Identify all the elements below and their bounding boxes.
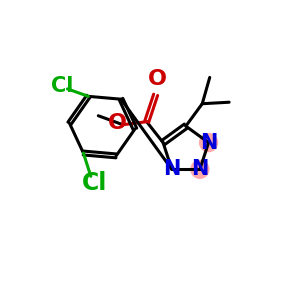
Circle shape xyxy=(191,160,209,178)
Circle shape xyxy=(200,134,217,152)
Text: O: O xyxy=(108,113,127,133)
Text: N: N xyxy=(163,159,181,179)
Text: O: O xyxy=(148,70,166,89)
Text: N: N xyxy=(200,133,217,153)
Text: N: N xyxy=(191,159,208,179)
Text: Cl: Cl xyxy=(51,76,73,97)
Text: Cl: Cl xyxy=(82,171,107,195)
